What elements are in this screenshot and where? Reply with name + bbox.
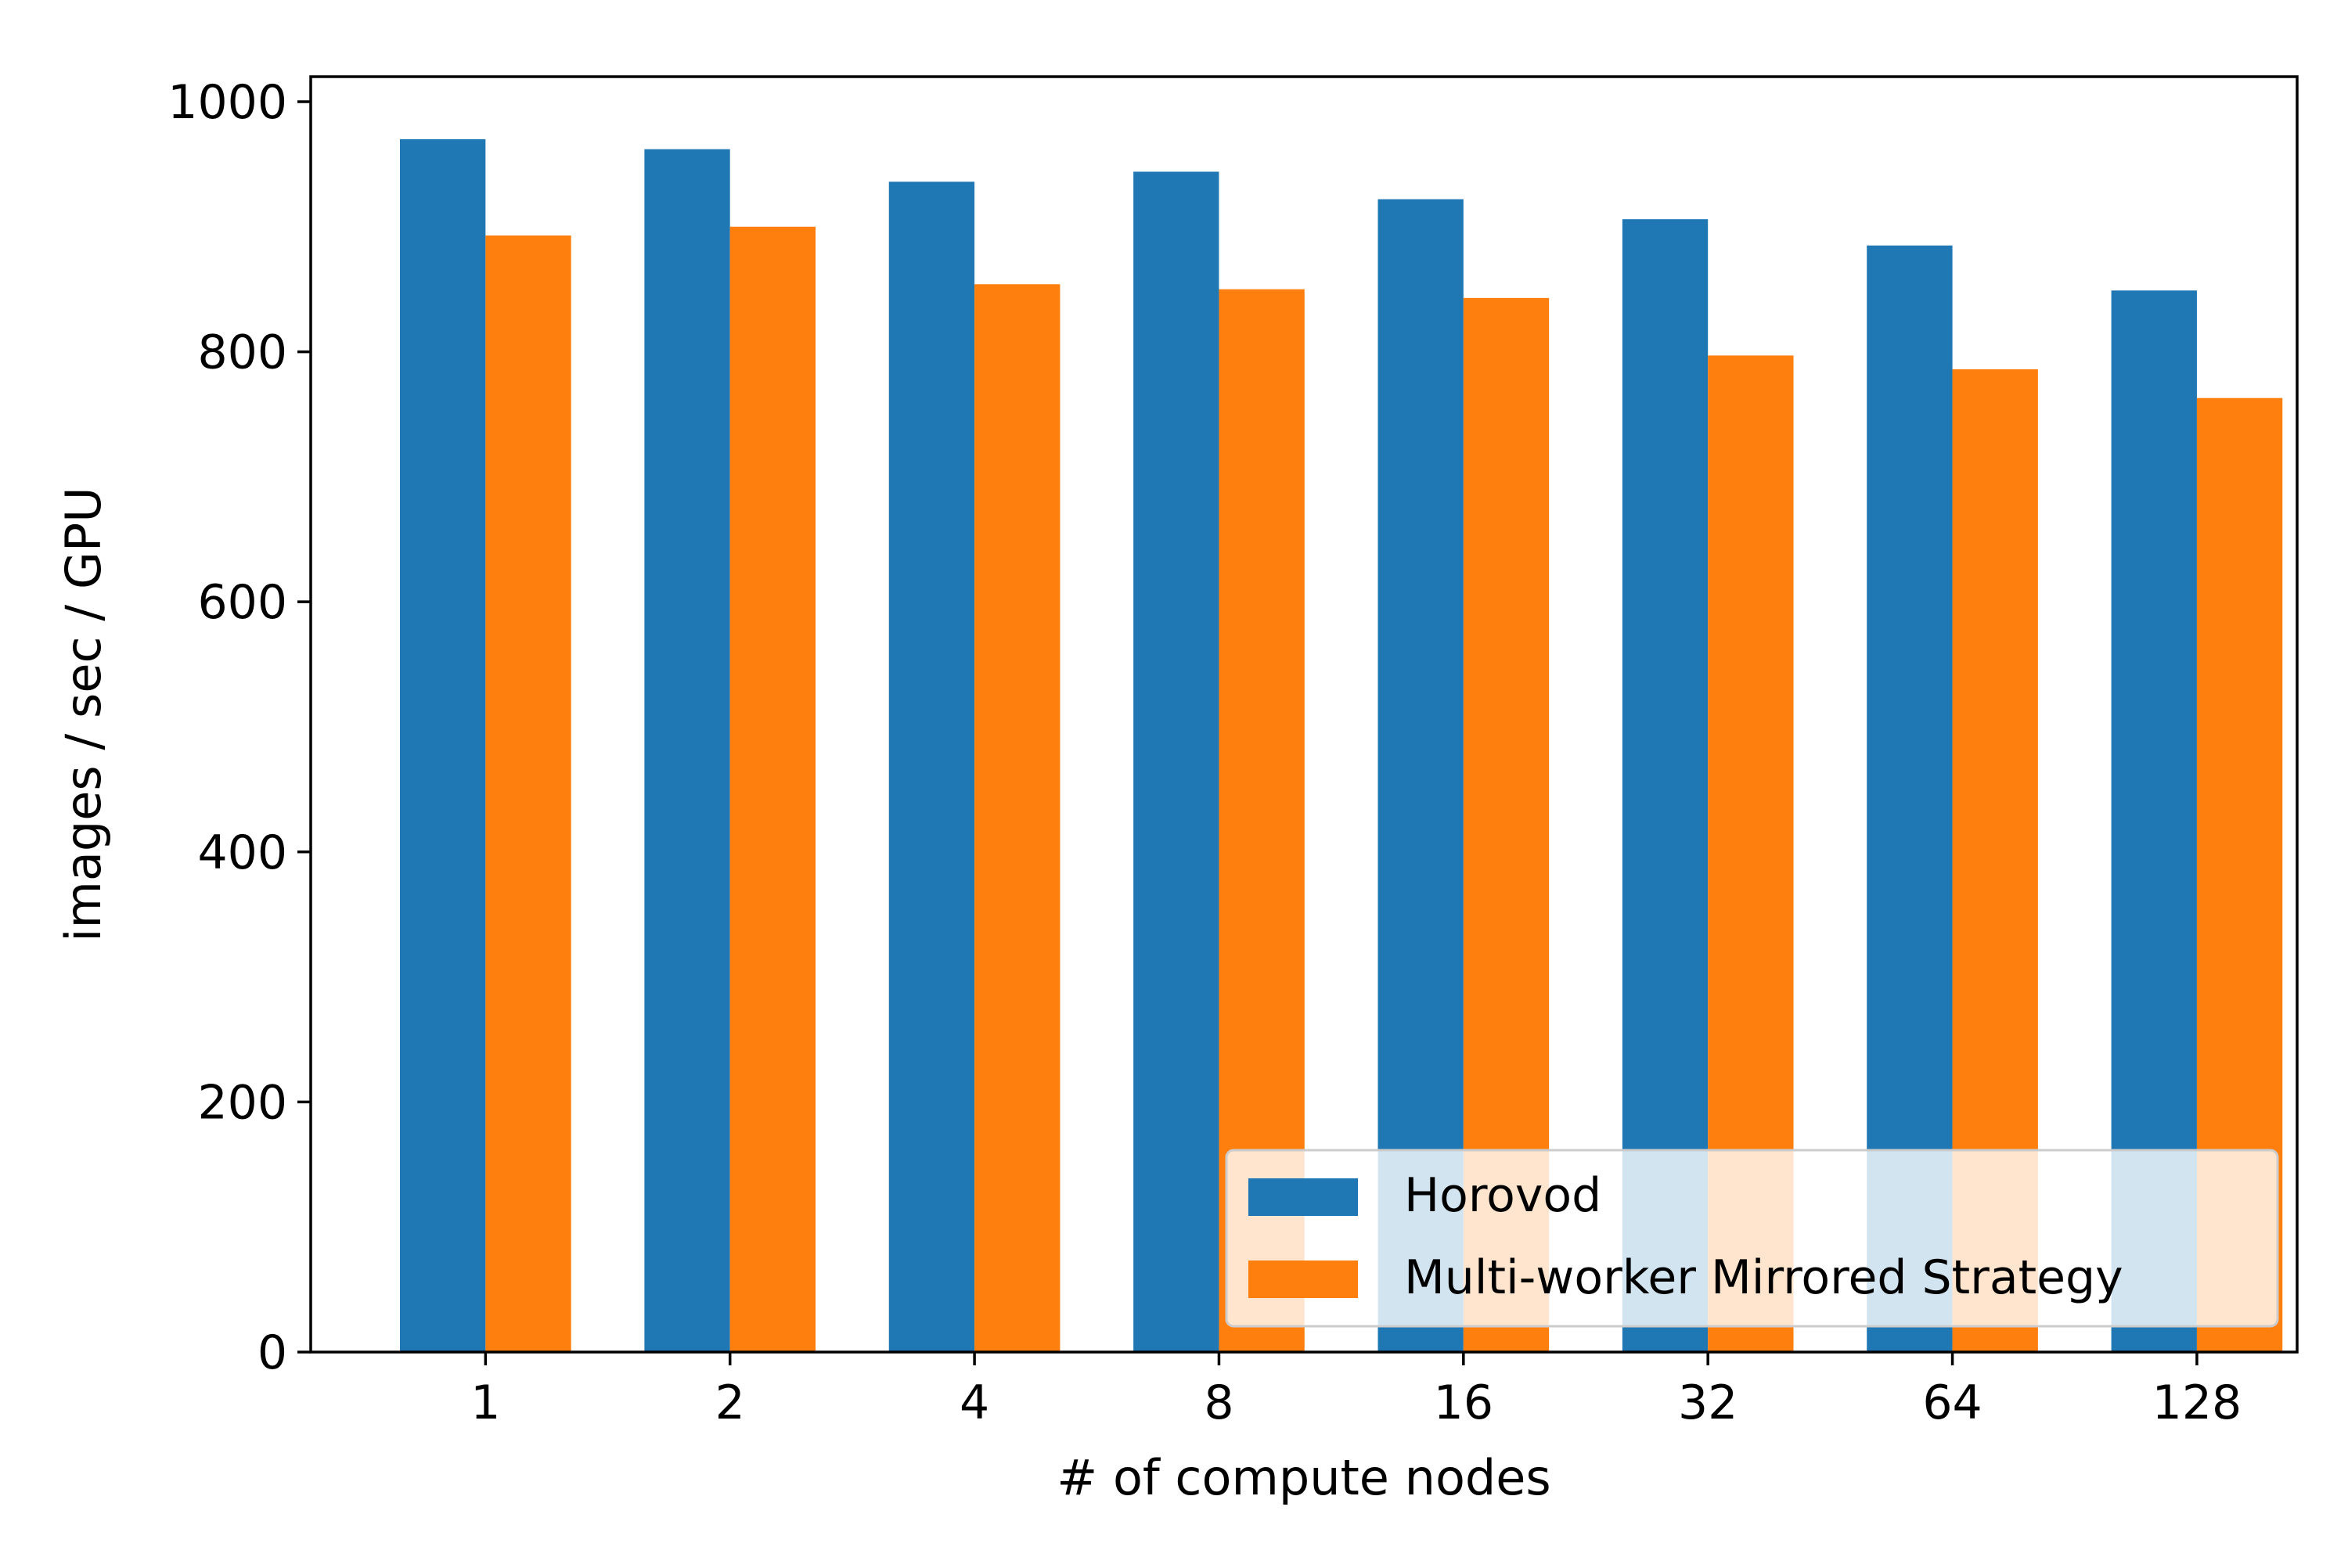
- plot-frame: [309, 75, 2299, 1354]
- bar-horovod-2: [644, 149, 730, 1353]
- x-tick-label-64: 64: [1922, 1376, 1982, 1430]
- bar-mirrored-2: [729, 226, 816, 1352]
- x-axis-label: # of compute nodes: [1057, 1449, 1550, 1506]
- y-tick-label-800: 800: [197, 325, 287, 380]
- legend-swatch-horovod: [1248, 1178, 1358, 1216]
- x-tick-label-128: 128: [2152, 1376, 2242, 1430]
- y-tick-label-400: 400: [197, 825, 287, 880]
- y-axis-ticks: 0 200 400 600 800 1000: [167, 75, 311, 1380]
- y-tick-label-200: 200: [197, 1075, 287, 1130]
- legend-box: [1225, 1149, 2279, 1328]
- bar-mirrored-1: [485, 235, 571, 1353]
- y-axis-label: images / sec / GPU: [55, 487, 112, 941]
- bar-horovod-4: [888, 182, 975, 1353]
- bar-horovod-8: [1133, 171, 1219, 1353]
- x-tick-label-8: 8: [1204, 1376, 1233, 1430]
- x-tick-label-32: 32: [1678, 1376, 1738, 1430]
- x-tick-label-4: 4: [960, 1376, 989, 1430]
- x-tick-label-2: 2: [715, 1376, 745, 1430]
- legend-label-mirrored: Multi-worker Mirrored Strategy: [1404, 1250, 2123, 1305]
- bar-mirrored-4: [974, 284, 1061, 1352]
- y-tick-label-0: 0: [257, 1325, 287, 1380]
- y-tick-label-1000: 1000: [167, 75, 287, 130]
- x-axis-ticks: 1 2 4 8 16 32 64 128: [470, 1352, 2242, 1430]
- legend-swatch-mirrored: [1248, 1261, 1358, 1298]
- y-tick-label-600: 600: [197, 575, 287, 630]
- legend: Horovod Multi-worker Mirrored Strategy: [1225, 1149, 2279, 1328]
- x-tick-label-16: 16: [1434, 1376, 1493, 1430]
- x-tick-label-1: 1: [470, 1376, 500, 1430]
- bar-horovod-1: [400, 138, 486, 1352]
- legend-label-horovod: Horovod: [1404, 1168, 1601, 1223]
